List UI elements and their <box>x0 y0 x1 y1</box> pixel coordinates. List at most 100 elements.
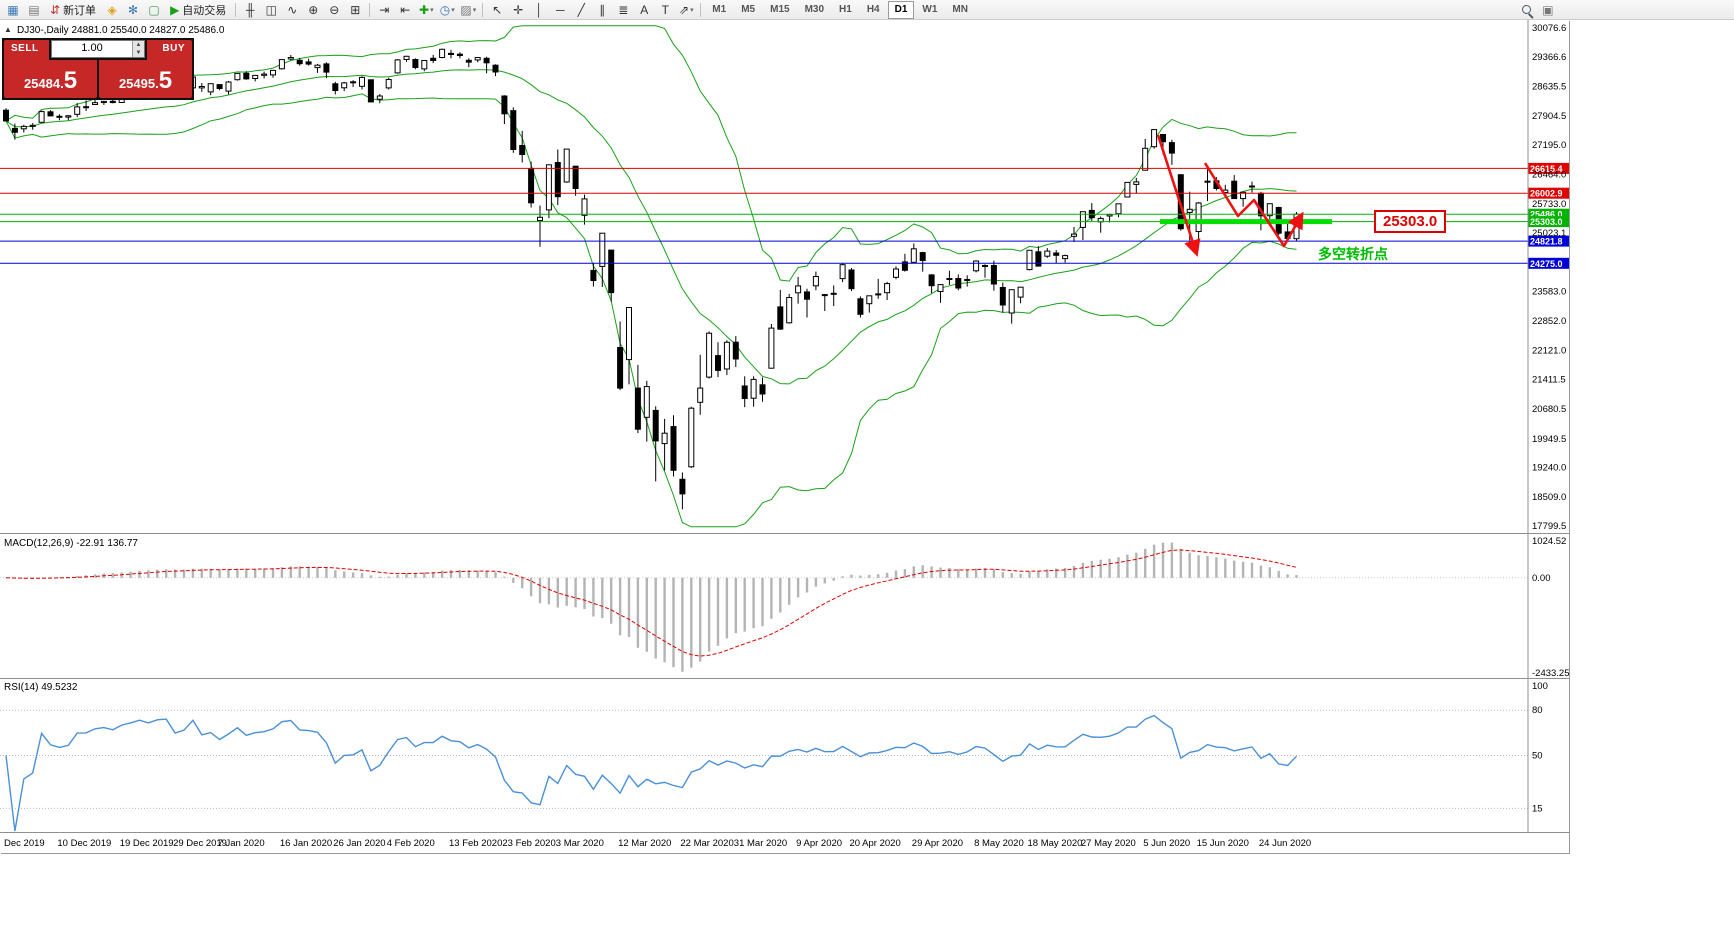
fullscreen-icon[interactable]: ▢ <box>144 1 164 19</box>
svg-text:100: 100 <box>1532 681 1548 692</box>
magnifier-glyph <box>1522 5 1532 14</box>
autotrading-button-label: 自动交易 <box>182 4 227 17</box>
svg-text:26615.4: 26615.4 <box>1530 164 1563 174</box>
new-window-icon-glyph: ▣ <box>1542 2 1554 17</box>
metaeditor-icon[interactable]: ◈ <box>102 1 122 19</box>
svg-text:22852.0: 22852.0 <box>1532 316 1566 327</box>
zoom-out-icon[interactable]: ⊖ <box>324 1 344 19</box>
chart-canvas[interactable]: 26615.426002.925486.025303.024821.824275… <box>0 20 1570 853</box>
support-price-label: 25303.0 <box>1374 210 1447 233</box>
chart-shift-icon[interactable]: ⇤ <box>395 1 415 19</box>
profiles-icon-glyph: ▤ <box>28 2 40 17</box>
fibonacci-icon[interactable]: ≣ <box>613 1 633 19</box>
trendline-icon[interactable]: ╱ <box>571 1 591 19</box>
svg-text:9 Apr 2020: 9 Apr 2020 <box>796 838 842 849</box>
profiles-icon[interactable]: ▤ <box>24 1 44 19</box>
autotrading-button[interactable]: ▶ 自动交易 <box>165 1 231 19</box>
svg-text:26464.0: 26464.0 <box>1532 170 1566 181</box>
svg-text:17799.5: 17799.5 <box>1532 521 1566 532</box>
indicators-icon[interactable]: ✚ ▾ <box>416 1 436 19</box>
indicators-icon-glyph: ✚ <box>419 2 430 17</box>
svg-text:19240.0: 19240.0 <box>1532 463 1566 474</box>
indicators-icon-dropdown[interactable]: ▾ <box>430 6 434 14</box>
timeframe-m1[interactable]: M1 <box>712 3 727 15</box>
horizontal-line-icon[interactable]: ─ <box>550 1 570 19</box>
arrows-icon[interactable]: ⇗ ▾ <box>676 1 696 19</box>
rsi-line <box>5 714 1298 832</box>
new-order-button[interactable]: ⇵ 新订单 <box>45 1 101 19</box>
svg-text:1024.52: 1024.52 <box>1532 536 1566 547</box>
text-label-icon-glyph: T <box>661 2 669 17</box>
new-order-button-glyph: ⇵ <box>50 2 61 17</box>
crosshair-icon-glyph: ✛ <box>513 2 524 17</box>
volume-field: 1.00 ▲ ▼ <box>51 40 145 58</box>
search-icon[interactable] <box>1517 1 1537 19</box>
svg-text:7 Jan 2020: 7 Jan 2020 <box>218 838 265 849</box>
volume-down-button[interactable]: ▼ <box>133 49 144 57</box>
timeframe-h4[interactable]: H4 <box>866 3 880 15</box>
timeframe-m15[interactable]: M15 <box>770 3 790 15</box>
rsi-label: RSI(14) 49.5232 <box>4 682 78 693</box>
timeframe-m5[interactable]: M5 <box>741 3 756 15</box>
zoom-in-icon[interactable]: ⊕ <box>303 1 323 19</box>
cursor-icon[interactable]: ↖ <box>487 1 507 19</box>
text-label-icon[interactable]: T <box>655 1 675 19</box>
text-icon[interactable]: A <box>634 1 654 19</box>
svg-text:27904.5: 27904.5 <box>1532 111 1566 122</box>
periods-icon[interactable]: ◷ ▾ <box>437 1 457 19</box>
svg-text:27195.0: 27195.0 <box>1532 140 1566 151</box>
svg-text:4 Feb 2020: 4 Feb 2020 <box>387 838 435 849</box>
arrows-icon-dropdown[interactable]: ▾ <box>690 6 694 14</box>
svg-text:26002.9: 26002.9 <box>1530 189 1563 199</box>
macd-histogram <box>13 542 1298 672</box>
crosshair-icon[interactable]: ✛ <box>508 1 528 19</box>
turning-point-note: 多空转折点 <box>1318 246 1388 262</box>
macd-signal-line <box>5 549 1297 657</box>
channel-icon-glyph: ∥ <box>599 2 606 17</box>
timeframe-d1[interactable]: D1 <box>887 0 915 19</box>
trendline-icon-glyph: ╱ <box>577 2 585 17</box>
templates-icon[interactable]: ▨ ▾ <box>458 1 478 19</box>
volume-up-button[interactable]: ▲ <box>133 41 144 49</box>
svg-text:27 May 2020: 27 May 2020 <box>1081 838 1136 849</box>
svg-text:24275.0: 24275.0 <box>1530 259 1563 269</box>
toolbar-separator <box>700 2 702 17</box>
volume-input[interactable]: 1.00 <box>81 42 103 54</box>
auto-scroll-icon[interactable]: ⇥ <box>374 1 394 19</box>
cursor-icon-glyph: ↖ <box>492 2 503 17</box>
candlestick-chart-icon[interactable]: ◫ <box>261 1 281 19</box>
buy-label: BUY <box>162 43 185 54</box>
timeframe-w1[interactable]: W1 <box>922 3 938 15</box>
one-click-trading-panel: SELL 25484.5 1.00 ▲ ▼ BUY 25495.5 <box>2 38 194 100</box>
arrange-windows-icon[interactable]: ⊞ <box>345 1 365 19</box>
timeframe-mn[interactable]: MN <box>952 3 968 15</box>
svg-text:10 Dec 2019: 10 Dec 2019 <box>57 838 111 849</box>
svg-text:15: 15 <box>1532 803 1543 814</box>
periods-icon-dropdown[interactable]: ▾ <box>451 6 455 14</box>
svg-text:29366.6: 29366.6 <box>1532 52 1566 63</box>
timeframe-m30[interactable]: M30 <box>804 3 825 15</box>
svg-text:22 Mar 2020: 22 Mar 2020 <box>680 838 733 849</box>
bar-chart-icon-glyph: ╫ <box>246 2 255 17</box>
support-line-segment[interactable] <box>1160 219 1332 225</box>
toolbar-separator <box>235 2 237 17</box>
svg-text:31 Mar 2020: 31 Mar 2020 <box>734 838 787 849</box>
vertical-line-icon[interactable]: │ <box>529 1 549 19</box>
volume-spinner: ▲ ▼ <box>132 41 144 57</box>
macd-label: MACD(12,26,9) -22.91 136.77 <box>4 538 138 549</box>
timeframe-h1[interactable]: H1 <box>839 3 852 15</box>
channel-icon[interactable]: ∥ <box>592 1 612 19</box>
new-window-icon[interactable]: ▣ <box>1538 1 1558 19</box>
one-click-collapse-toggle[interactable]: ▲ <box>4 25 12 34</box>
line-chart-icon[interactable]: ∿ <box>282 1 302 19</box>
new-chart-icon[interactable]: ▦ <box>3 1 23 19</box>
trend-arrows[interactable] <box>1156 134 1304 257</box>
templates-icon-dropdown[interactable]: ▾ <box>472 6 477 14</box>
options-icon[interactable]: ✻ <box>123 1 143 19</box>
bar-chart-icon[interactable]: ╫ <box>240 1 260 19</box>
svg-text:Dec 2019: Dec 2019 <box>4 838 45 849</box>
svg-text:20680.5: 20680.5 <box>1532 404 1566 415</box>
horizontal-lines[interactable]: 26615.426002.925486.025303.024821.824275… <box>0 162 1569 269</box>
svg-text:23583.0: 23583.0 <box>1532 286 1566 297</box>
svg-text:29 Apr 2020: 29 Apr 2020 <box>912 838 963 849</box>
